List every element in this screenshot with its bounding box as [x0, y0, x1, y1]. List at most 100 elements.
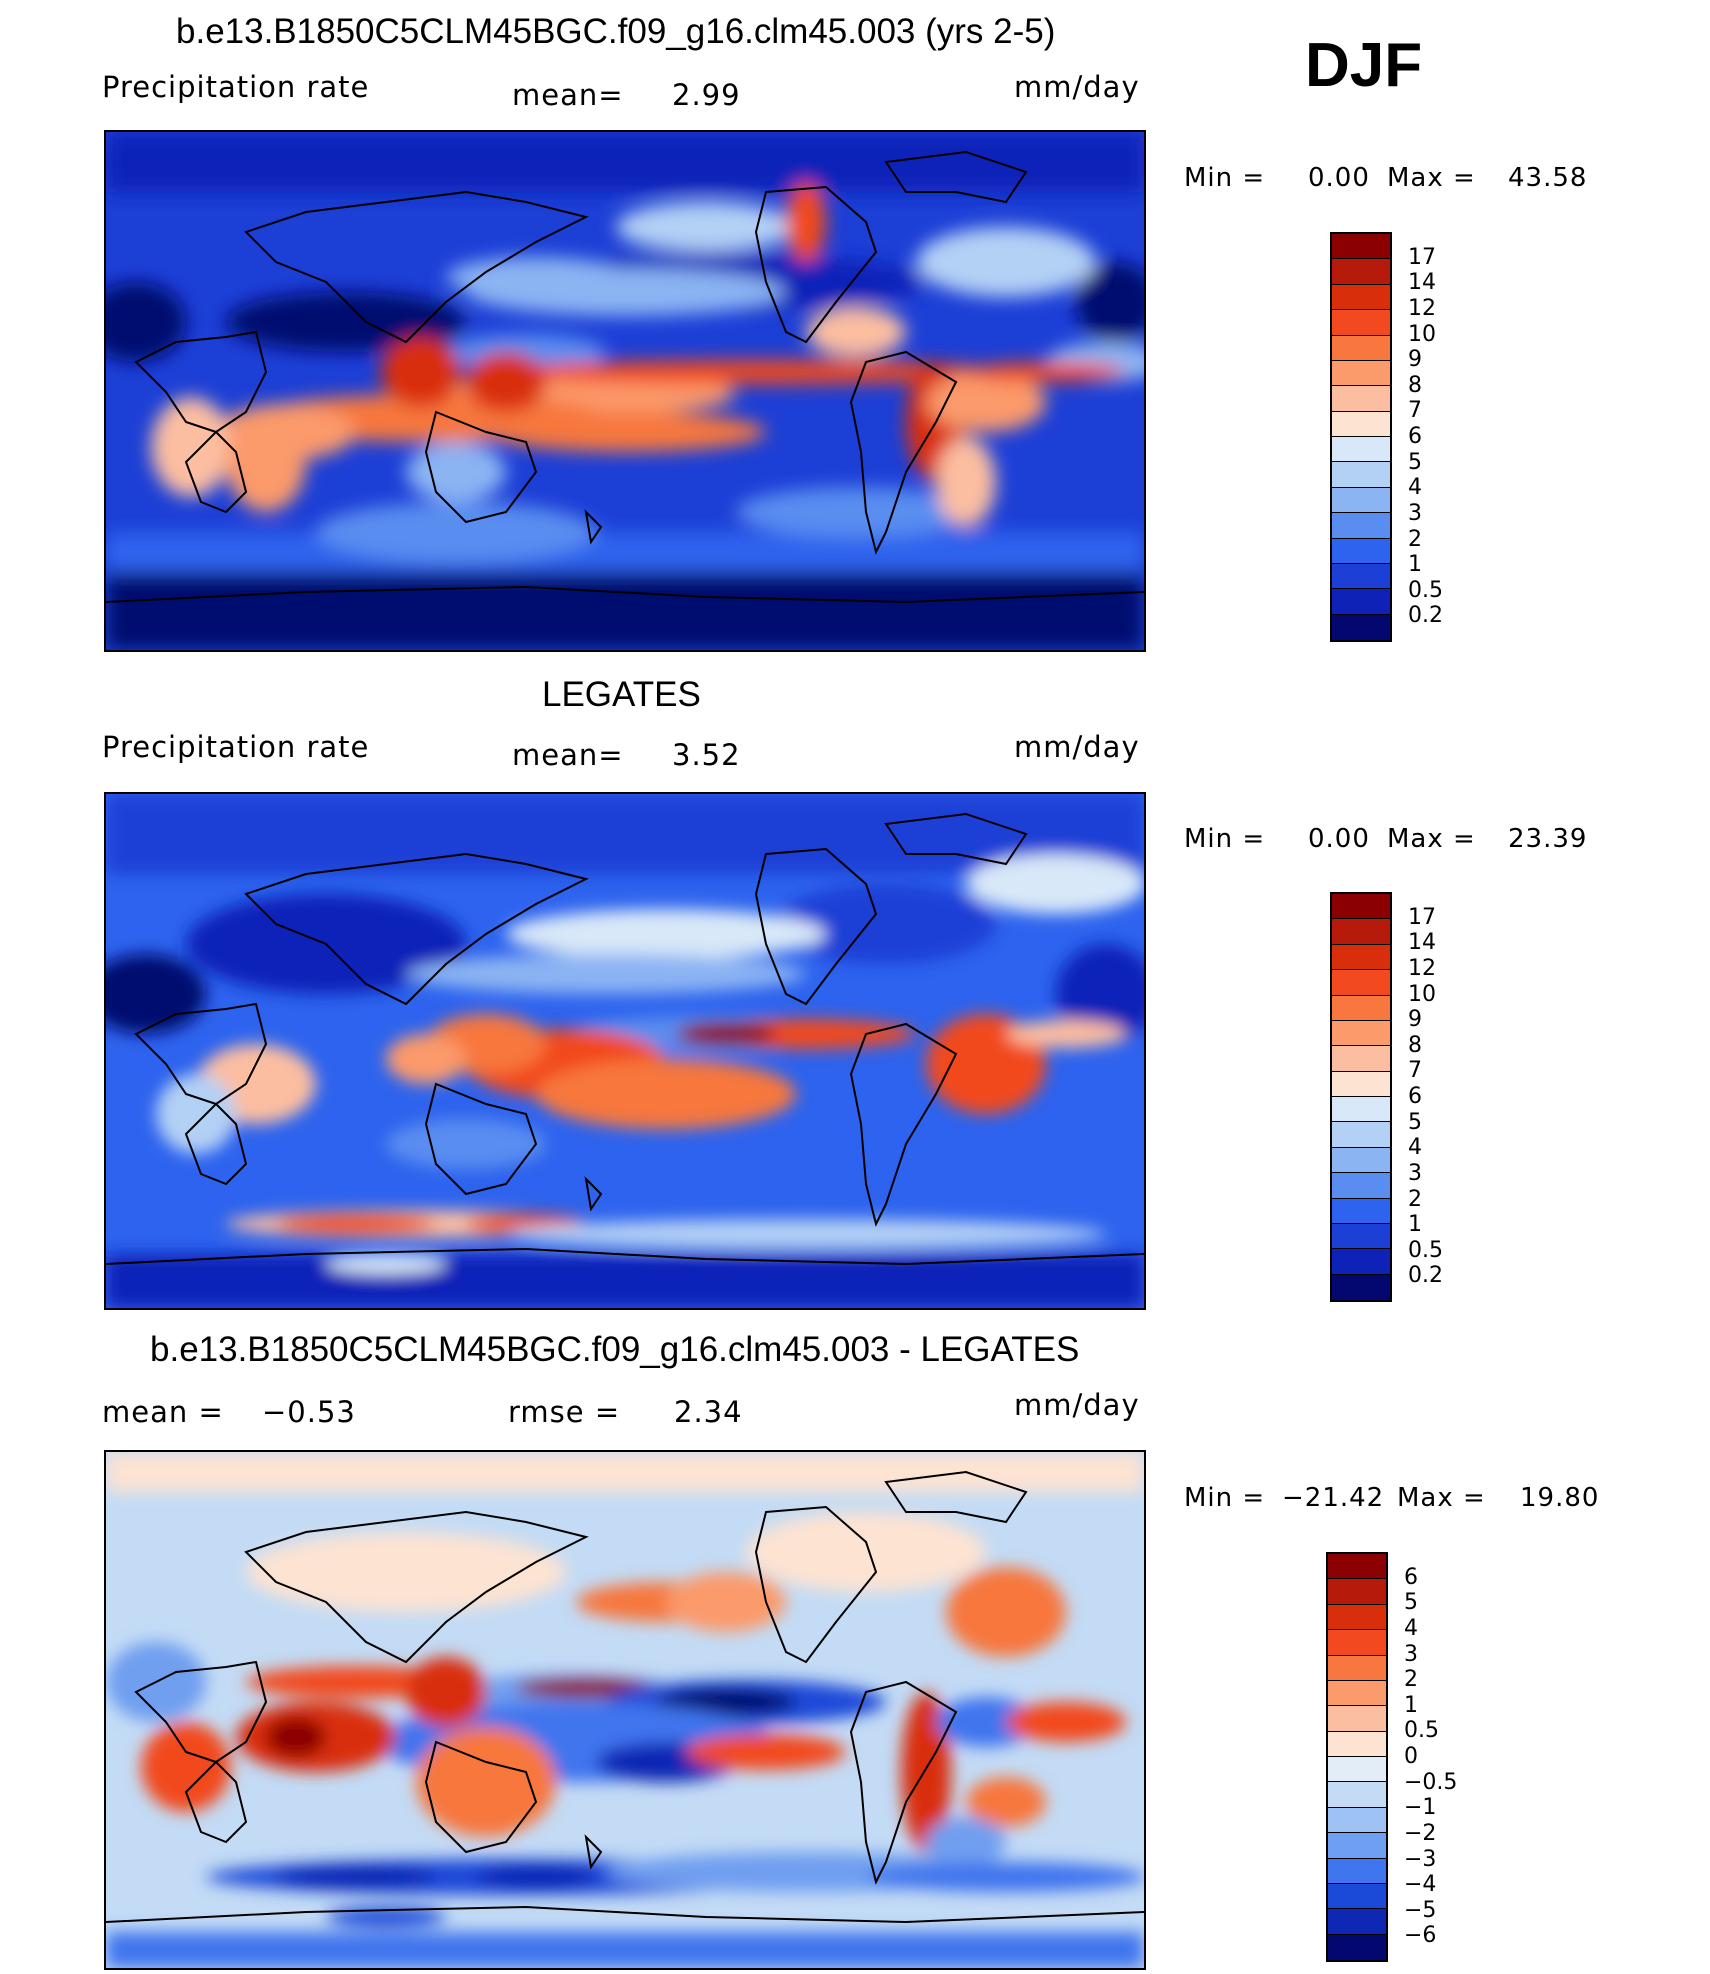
colorbar-swatch: [1328, 1706, 1386, 1732]
panel1-mean-value: 2.99: [672, 78, 741, 112]
panel3-rmse-value: 2.34: [674, 1395, 743, 1429]
colorbar-tick-label: 14: [1408, 930, 1436, 956]
colorbar-swatch: [1332, 1020, 1390, 1047]
colorbar-swatch: [1328, 1579, 1386, 1605]
colorbar-tick-label: 6: [1404, 1564, 1418, 1590]
colorbar-swatch: [1332, 1122, 1390, 1148]
panel2-colorbar: [1330, 892, 1392, 1302]
colorbar-tick-label: 7: [1408, 398, 1422, 424]
panel3-units: mm/day: [1014, 1388, 1140, 1422]
colorbar-tick-label: 5: [1404, 1590, 1418, 1616]
colorbar-tick-label: 3: [1408, 1160, 1422, 1186]
colorbar-swatch: [1332, 1097, 1390, 1123]
colorbar-tick-label: 4: [1404, 1615, 1418, 1641]
colorbar-swatch: [1332, 1071, 1390, 1097]
colorbar-tick-label: 5: [1408, 449, 1422, 475]
panel2-title: LEGATES: [542, 675, 701, 714]
colorbar-tick-label: 2: [1408, 1186, 1422, 1212]
colorbar-swatch: [1332, 1173, 1390, 1199]
colorbar-swatch: [1332, 335, 1390, 361]
season-label: DJF: [1305, 31, 1423, 100]
panel3-min-label: Min =: [1184, 1483, 1266, 1513]
colorbar-swatch: [1332, 1274, 1390, 1300]
colorbar-tick-label: 5: [1408, 1109, 1422, 1135]
colorbar-tick-label: −5: [1404, 1897, 1437, 1923]
panel2-units: mm/day: [1014, 730, 1140, 764]
colorbar-swatch: [1328, 1731, 1386, 1757]
colorbar-tick-label: 2: [1408, 526, 1422, 552]
colorbar-swatch: [1332, 513, 1390, 539]
colorbar-swatch: [1328, 1680, 1386, 1707]
colorbar-tick-label: 2: [1404, 1667, 1418, 1693]
colorbar-swatch: [1328, 1883, 1386, 1910]
colorbar-swatch: [1332, 1249, 1390, 1275]
panel3-rmse-label: rmse =: [508, 1395, 621, 1429]
colorbar-tick-label: 0.5: [1404, 1718, 1439, 1744]
panel2-max-label: Max =: [1387, 824, 1476, 854]
colorbar-tick-label: 7: [1408, 1058, 1422, 1084]
colorbar-swatch: [1332, 284, 1390, 311]
colorbar-swatch: [1332, 437, 1390, 463]
colorbar-swatch: [1332, 1147, 1390, 1174]
colorbar-swatch: [1332, 310, 1390, 336]
colorbar-swatch: [1332, 259, 1390, 285]
colorbar-swatch: [1328, 1554, 1386, 1580]
colorbar-tick-label: 12: [1408, 295, 1436, 321]
colorbar-swatch: [1328, 1934, 1386, 1960]
colorbar-swatch: [1328, 1604, 1386, 1631]
panel3-colorbar: [1326, 1552, 1388, 1962]
colorbar-swatch: [1328, 1630, 1386, 1656]
colorbar-swatch: [1332, 360, 1390, 387]
colorbar-swatch: [1328, 1833, 1386, 1859]
colorbar-tick-label: −6: [1404, 1923, 1437, 1949]
colorbar-swatch: [1332, 234, 1390, 260]
colorbar-tick-label: 4: [1408, 1135, 1422, 1161]
panel2-mean-value: 3.52: [672, 738, 741, 772]
panel2-max-value: 23.39: [1508, 824, 1588, 854]
colorbar-swatch: [1332, 614, 1390, 640]
colorbar-tick-label: 14: [1408, 270, 1436, 296]
colorbar-swatch: [1332, 995, 1390, 1021]
colorbar-tick-label: 8: [1408, 372, 1422, 398]
colorbar-tick-label: 3: [1404, 1641, 1418, 1667]
colorbar-tick-label: 1: [1408, 1212, 1422, 1238]
colorbar-tick-label: −3: [1404, 1846, 1437, 1872]
panel1-min-value: 0.00: [1308, 163, 1370, 193]
panel1-mean-label: mean=: [512, 78, 624, 112]
colorbar-tick-label: −0.5: [1404, 1769, 1458, 1795]
panel2-mean-label: mean=: [512, 738, 624, 772]
colorbar-tick-label: 8: [1408, 1032, 1422, 1058]
panel1-max-label: Max =: [1387, 163, 1476, 193]
colorbar-tick-label: 10: [1408, 981, 1436, 1007]
panel2-variable-label: Precipitation rate: [102, 730, 370, 764]
colorbar-swatch: [1332, 487, 1390, 514]
colorbar-tick-label: 9: [1408, 1007, 1422, 1033]
colorbar-swatch: [1332, 386, 1390, 412]
colorbar-swatch: [1328, 1909, 1386, 1935]
colorbar-swatch: [1332, 462, 1390, 488]
colorbar-tick-label: 17: [1408, 244, 1436, 270]
colorbar-swatch: [1332, 970, 1390, 996]
panel1-variable-label: Precipitation rate: [102, 70, 370, 104]
colorbar-tick-label: 0: [1404, 1744, 1418, 1769]
colorbar-tick-label: 6: [1408, 424, 1422, 449]
colorbar-swatch: [1332, 538, 1390, 564]
panel2-min-value: 0.00: [1308, 824, 1370, 854]
colorbar-tick-label: 0.2: [1408, 603, 1443, 629]
colorbar-swatch: [1332, 1198, 1390, 1224]
colorbar-swatch: [1332, 944, 1390, 971]
colorbar-tick-label: 0.2: [1408, 1263, 1443, 1289]
panel3-max-value: 19.80: [1520, 1483, 1600, 1513]
colorbar-tick-label: 4: [1408, 475, 1422, 501]
panel1-min-label: Min =: [1184, 163, 1266, 193]
panel2-precip-map: [104, 792, 1146, 1310]
colorbar-swatch: [1332, 563, 1390, 590]
panel1-precip-map: [104, 130, 1146, 652]
panel3-mean-label: mean =: [102, 1395, 224, 1429]
panel1-units: mm/day: [1014, 70, 1140, 104]
colorbar-swatch: [1332, 1223, 1390, 1250]
colorbar-swatch: [1332, 411, 1390, 437]
colorbar-swatch: [1328, 1757, 1386, 1783]
colorbar-tick-label: 10: [1408, 321, 1436, 347]
colorbar-tick-label: 17: [1408, 904, 1436, 930]
